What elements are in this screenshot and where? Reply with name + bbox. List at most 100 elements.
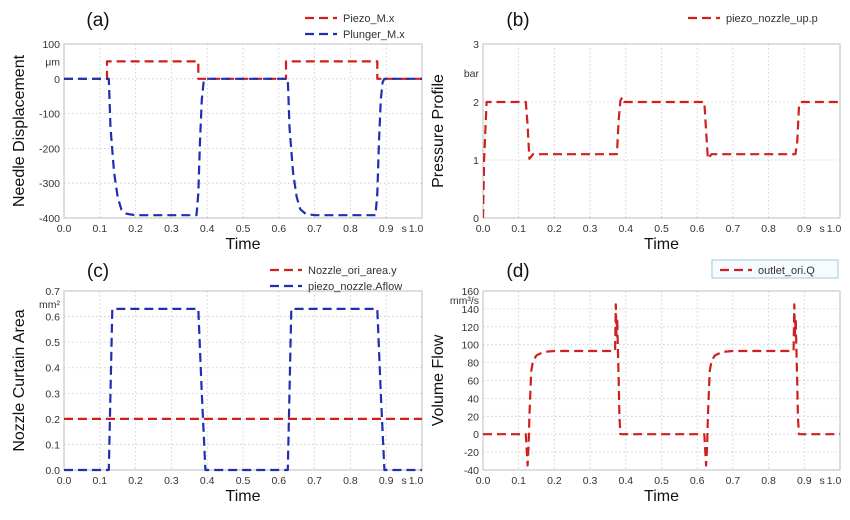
y-tick-label: 0.5 [45,337,60,349]
legend-entry: outlet_ori.Q [758,265,815,277]
panel-label: (a) [86,10,109,31]
x-tick-label: 0.4 [618,223,633,235]
x-unit-label: s [820,475,825,487]
legend-entry: Piezo_M.x [343,13,395,25]
y-tick-label: -100 [39,109,60,121]
legend-entry: Plunger_M.x [343,29,405,41]
legend-entry: piezo_nozzle_up.p [726,13,818,25]
y-unit-label: mm³/s [450,295,479,307]
x-tick-label: 0.3 [583,223,598,235]
y-tick-label: 0.4 [45,363,60,375]
x-tick-label: 0.4 [200,475,215,487]
legend: piezo_nozzle_up.p [688,13,818,25]
x-tick-label: 0.1 [511,475,526,487]
x-tick-label: 1.0 [827,223,842,235]
y-tick-label: -40 [464,465,479,477]
y-tick-label: -300 [39,178,60,190]
x-tick-label: 0.2 [128,223,143,235]
x-axis-label: Time [226,236,261,253]
y-tick-label: 0.0 [45,465,60,477]
x-tick-label: 0.9 [379,475,394,487]
y-tick-label: 0.2 [45,414,60,426]
panel-a: 0.0 0.1 0.2 0.3 0.4 0.5 0.6 0.7 0.8 0.9 1.0s 100 0 -1… [11,10,423,253]
x-tick-label: 0.5 [236,223,251,235]
x-tick-label: 0.6 [690,475,705,487]
y-tick-label: 3 [473,39,479,51]
x-tick-label: 0.5 [654,475,669,487]
x-tick-label: 0.8 [761,223,776,235]
y-tick-label: 120 [461,322,479,334]
y-axis-label: Needle Displacement [11,54,28,207]
y-tick-label: 100 [42,39,60,51]
series-line-1 [483,303,840,467]
x-tick-label: 0.0 [57,223,72,235]
x-tick-label: 0.7 [307,223,322,235]
legend: outlet_ori.Q [711,259,839,279]
x-tick-label: 0.9 [797,475,812,487]
y-tick-label: 20 [467,411,479,423]
x-tick-label: 0.3 [583,475,598,487]
y-axis-label: Pressure Profile [430,74,447,188]
x-tick-label: 0.0 [57,475,72,487]
x-tick-label: 0.5 [236,475,251,487]
y-tick-label: -20 [464,447,479,459]
x-tick-label: 0.1 [511,223,526,235]
y-tick-label: 100 [461,340,479,352]
y-tick-label: 0.6 [45,312,60,324]
legend-box [711,259,839,279]
x-axis-label: Time [644,236,679,253]
legend-entry: piezo_nozzle.Aflow [308,281,402,293]
x-tick-label: 0.2 [547,223,562,235]
panel-label: (c) [87,261,109,282]
x-tick-label: 0.4 [200,223,215,235]
y-tick-label: 0.3 [45,388,60,400]
y-tick-label: 60 [467,376,479,388]
y-tick-label: 2 [473,97,479,109]
x-tick-label: 0.3 [164,223,179,235]
panel-label: (b) [506,10,529,31]
y-unit-label: μm [45,56,60,68]
x-unit-label: s [401,475,406,487]
x-axis-label: Time [226,488,261,505]
legend: Piezo_M.x Plunger_M.x [305,13,405,41]
y-tick-label: 80 [467,358,479,370]
x-tick-label: 0.1 [92,223,107,235]
x-tick-label: 0.5 [654,223,669,235]
x-unit-label: s [401,223,406,235]
x-tick-label: 0.1 [92,475,107,487]
y-tick-label: 0.7 [45,286,60,298]
x-tick-label: 0.8 [761,475,776,487]
x-tick-label: 0.2 [547,475,562,487]
y-axis-label: Volume Flow [430,334,447,426]
x-tick-label: 0.4 [618,475,633,487]
x-tick-label: 0.0 [476,223,491,235]
panel-b: 0.0 0.1 0.2 0.3 0.4 0.5 0.6 0.7 0.8 0.9 1.0s 3 2 1 0 ba… [430,10,841,253]
series-line-2 [64,307,422,472]
y-tick-label: 160 [461,286,479,298]
x-tick-label: 0.8 [343,475,358,487]
y-tick-label: 0 [473,213,479,225]
x-unit-label: s [820,223,825,235]
legend: Nozzle_ori_area.y piezo_nozzle.Aflow [270,265,402,293]
y-tick-label: 40 [467,393,479,405]
x-tick-label: 0.6 [690,223,705,235]
x-tick-label: 0.9 [379,223,394,235]
x-tick-label: 0.6 [271,223,286,235]
x-tick-label: 0.3 [164,475,179,487]
x-tick-label: 0.7 [307,475,322,487]
x-axis-label: Time [644,488,679,505]
y-tick-label: -200 [39,143,60,155]
x-tick-label: 1.0 [827,475,842,487]
x-tick-label: 1.0 [409,223,424,235]
x-tick-label: 0.0 [476,475,491,487]
x-tick-label: 0.8 [343,223,358,235]
plot-frame [482,43,841,219]
x-tick-label: 0.6 [271,475,286,487]
x-tick-label: 1.0 [409,475,424,487]
panel-label: (d) [506,261,529,282]
y-tick-label: 140 [461,304,479,316]
y-axis-label: Nozzle Curtain Area [11,309,28,451]
x-tick-label: 0.2 [128,475,143,487]
y-tick-label: 1 [473,155,479,167]
